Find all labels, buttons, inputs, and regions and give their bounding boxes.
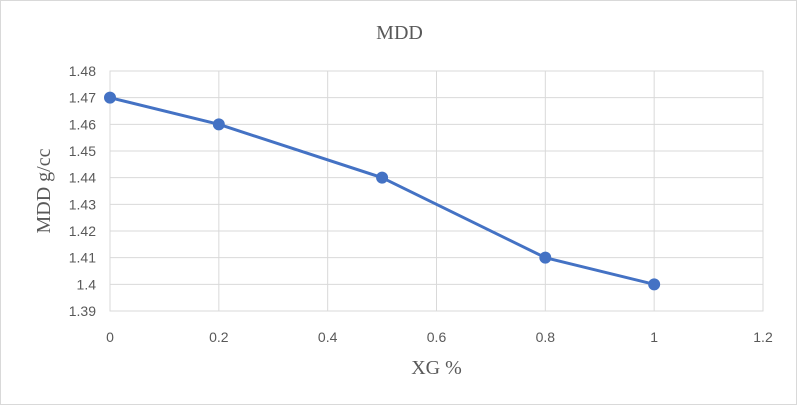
x-tick-label: 0.2 bbox=[209, 329, 229, 345]
x-axis-title: XG % bbox=[411, 357, 462, 379]
y-tick-label: 1.46 bbox=[69, 116, 96, 132]
y-tick-label: 1.45 bbox=[69, 143, 96, 159]
chart-title: MDD bbox=[376, 22, 423, 44]
gridlines bbox=[109, 70, 764, 312]
y-tick-label: 1.43 bbox=[69, 196, 96, 212]
y-tick-label: 1.4 bbox=[77, 276, 97, 292]
x-tick-label: 1.2 bbox=[753, 329, 773, 345]
data-point bbox=[104, 91, 116, 104]
y-tick-label: 1.39 bbox=[69, 303, 96, 319]
y-tick-label: 1.41 bbox=[69, 250, 96, 266]
series-layer bbox=[104, 91, 661, 291]
data-point bbox=[539, 251, 552, 264]
series-line bbox=[109, 96, 655, 286]
data-point bbox=[648, 278, 661, 291]
y-tick-label: 1.48 bbox=[69, 63, 96, 79]
y-tick-label: 1.44 bbox=[69, 170, 96, 186]
x-tick-label: 0.6 bbox=[427, 329, 447, 345]
x-axis-ticks: 0 0.2 0.4 0.6 0.8 1 1.2 bbox=[106, 329, 773, 345]
y-tick-label: 1.47 bbox=[69, 90, 96, 106]
y-axis-title: MDD g/cc bbox=[33, 148, 55, 233]
x-tick-label: 0 bbox=[106, 329, 114, 345]
data-point bbox=[212, 118, 225, 131]
plot-area-border bbox=[109, 70, 764, 312]
x-tick-label: 1 bbox=[650, 329, 658, 345]
y-axis-ticks: 1.39 1.4 1.41 1.42 1.43 1.44 1.45 1.46 1.47 1.48 bbox=[69, 63, 96, 319]
x-tick-label: 0.8 bbox=[536, 329, 556, 345]
x-tick-label: 0.4 bbox=[318, 329, 338, 345]
data-point bbox=[376, 171, 389, 184]
y-tick-label: 1.42 bbox=[69, 223, 96, 239]
